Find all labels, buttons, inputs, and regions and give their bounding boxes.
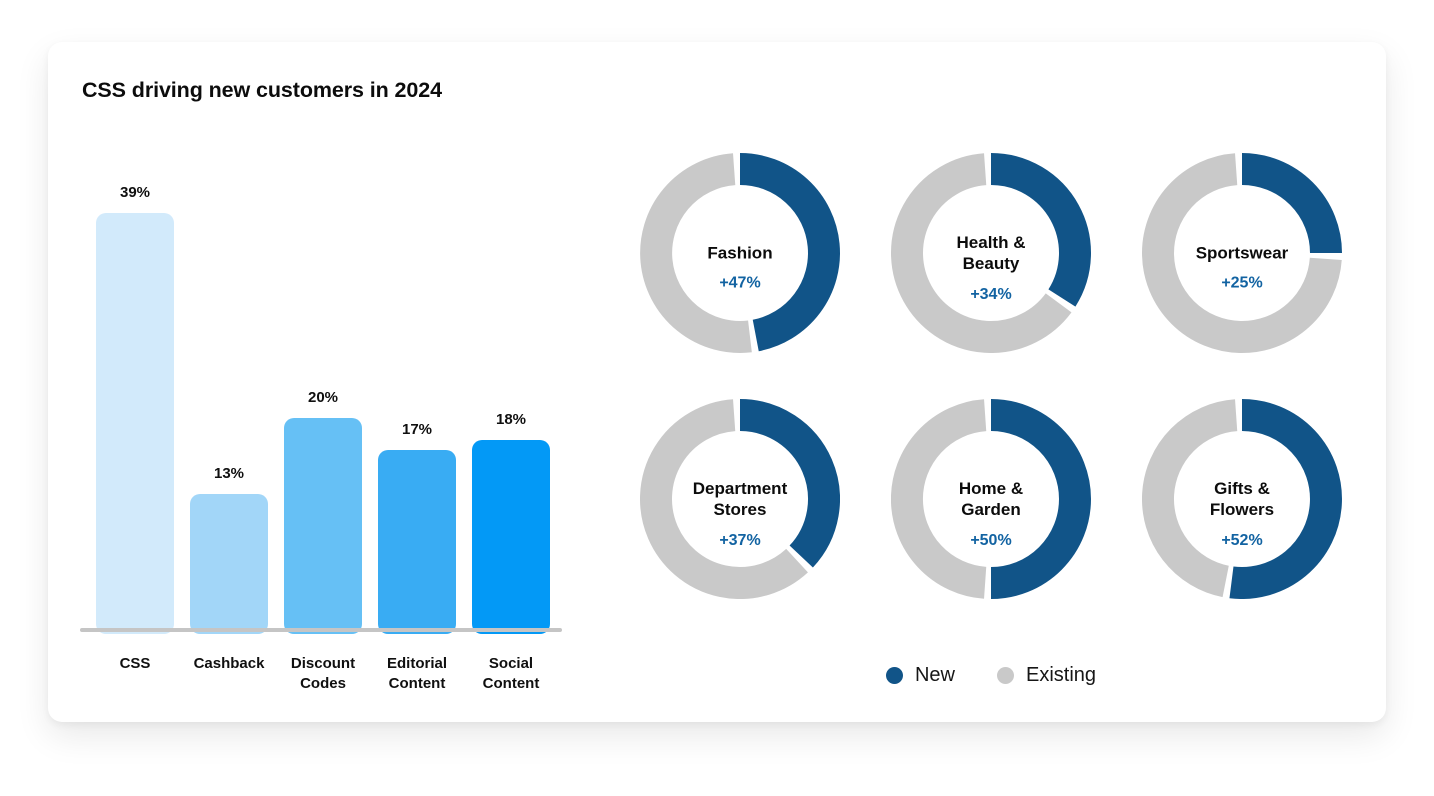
donut-health-beauty: Health & Beauty +34% <box>891 153 1091 353</box>
new-segment <box>1241 153 1342 254</box>
bar-category-label: Discount Codes <box>290 655 356 693</box>
donut-gifts-flowers: Gifts & Flowers +52% <box>1142 399 1342 599</box>
bar-category-label: Cashback <box>193 655 265 672</box>
donut-percent-label: +47% <box>719 274 761 292</box>
bar-cashback <box>190 493 268 634</box>
donut-label-block: Gifts & Flowers +52% <box>1181 478 1303 549</box>
donut-percent-label: +52% <box>1221 531 1263 549</box>
legend-label: Existing <box>1025 664 1097 686</box>
existing-segment <box>891 153 1072 353</box>
existing-segment <box>891 399 987 599</box>
donut-ring-department-stores <box>640 399 840 599</box>
donut-department-stores: Department Stores +37% <box>640 399 840 599</box>
bar-value-label: 13% <box>213 464 245 482</box>
bar-category-label: Social Content <box>482 655 540 693</box>
legend-label: New <box>914 664 955 686</box>
dashboard-card: CSS driving new customers in 2024 39% 13%… <box>48 42 1386 722</box>
donut-label-block: Home & Garden +50% <box>930 478 1052 549</box>
bar-value-label: 39% <box>119 183 151 201</box>
new-segment <box>739 153 840 352</box>
donut-grid: Fashion +47% Health & Beauty +34% Sportswear… <box>640 153 1342 599</box>
bars-row: 39% 13% 20% 17% 18% <box>96 184 550 634</box>
donut-category-label: Sportswear <box>1195 243 1289 263</box>
bar-column-css: 39% <box>96 184 174 634</box>
donut-category-label: Gifts & Flowers <box>1209 478 1275 519</box>
donut-percent-label: +25% <box>1221 274 1263 292</box>
bar-column-social-content: 18% <box>472 411 550 634</box>
bar-value-label: 18% <box>495 410 527 428</box>
existing-segment <box>640 399 808 599</box>
donut-ring-home-garden <box>891 399 1091 599</box>
existing-segment <box>1142 399 1238 598</box>
legend-dot-existing <box>996 667 1014 684</box>
x-axis-line <box>80 628 562 632</box>
donut-fashion: Fashion +47% <box>640 153 840 353</box>
bar-column-discount-codes: 20% <box>284 389 362 634</box>
donut-percent-label: +50% <box>970 531 1012 549</box>
donut-percent-label: +34% <box>970 285 1012 303</box>
bar-editorial-content <box>378 450 456 634</box>
donut-category-label: Department Stores <box>692 478 788 519</box>
donut-ring-fashion <box>640 153 840 353</box>
bar-value-label: 17% <box>401 421 433 439</box>
legend-item-new: New <box>885 664 955 687</box>
donut-category-label: Health & Beauty <box>956 232 1026 273</box>
donut-label-block: Sportswear +25% <box>1181 242 1303 291</box>
legend-dot-new <box>885 667 903 684</box>
bar-value-label: 20% <box>307 389 339 406</box>
existing-segment <box>640 153 752 353</box>
donut-label-block: Health & Beauty +34% <box>930 232 1052 303</box>
existing-segment <box>1142 153 1342 353</box>
bar-column-cashback: 13% <box>190 465 268 634</box>
bar-category-label: Editorial Content <box>386 655 447 693</box>
donut-ring-gifts-flowers <box>1142 399 1342 599</box>
new-segment <box>1229 399 1342 599</box>
donut-label-block: Department Stores +37% <box>679 478 801 549</box>
new-segment <box>990 399 1091 599</box>
bar-social-content <box>472 439 550 634</box>
bar-css <box>96 212 174 634</box>
donut-ring-health-beauty <box>891 153 1091 353</box>
bar-column-editorial-content: 17% <box>378 421 456 634</box>
donut-label-block: Fashion +47% <box>679 242 801 291</box>
donut-category-label: Home & Garden <box>958 478 1024 519</box>
new-segment <box>739 399 840 568</box>
bar-labels-row: CSS Cashback Discount Codes Editorial Conte… <box>96 654 550 695</box>
donut-ring-sportswear <box>1142 153 1342 353</box>
bar-chart: 39% 13% 20% 17% 18% CSS Cashback Discount Code… <box>80 42 562 722</box>
bar-category-label: CSS <box>119 655 151 672</box>
bar-discount-codes <box>284 418 362 634</box>
donut-legend: New Existing <box>640 664 1342 687</box>
donut-sportswear: Sportswear +25% <box>1142 153 1342 353</box>
new-segment <box>990 153 1091 307</box>
legend-item-existing: Existing <box>996 664 1097 687</box>
donut-percent-label: +37% <box>719 531 761 549</box>
donut-home-garden: Home & Garden +50% <box>891 399 1091 599</box>
donut-category-label: Fashion <box>707 243 773 263</box>
chart-title: CSS driving new customers in 2024 <box>82 78 442 102</box>
